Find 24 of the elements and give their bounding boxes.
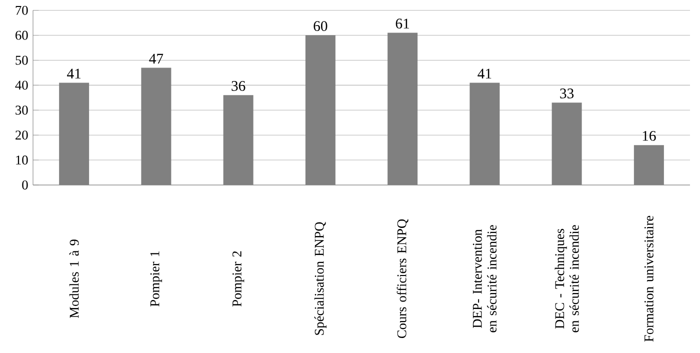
x-tick-label: Pompier 1 bbox=[150, 251, 162, 306]
y-tick-label: 30 bbox=[16, 106, 28, 115]
x-tick-label: DEC - Techniques en sécurité incendie bbox=[554, 225, 579, 332]
y-tick-label: 10 bbox=[16, 156, 28, 165]
data-label: 41 bbox=[67, 68, 81, 78]
x-tick-label: Spécialisation ENPQ bbox=[314, 222, 326, 335]
y-tick-label: 70 bbox=[16, 6, 28, 15]
data-label: 60 bbox=[314, 21, 328, 32]
y-tick-label: 20 bbox=[16, 130, 28, 140]
y-tick-label: 60 bbox=[16, 30, 28, 40]
y-tick-label: 0 bbox=[22, 180, 28, 190]
data-label: 16 bbox=[642, 130, 656, 141]
x-tick-label: Modules 1 à 9 bbox=[69, 240, 79, 318]
x-tick-label: DEP- Intervention en sécurité incendie bbox=[472, 225, 496, 332]
data-label: 41 bbox=[478, 68, 492, 78]
x-tick-label: Pompier 2 bbox=[232, 251, 244, 306]
y-tick-label: 50 bbox=[16, 56, 28, 65]
data-label: 36 bbox=[232, 81, 246, 91]
data-label: 33 bbox=[560, 88, 574, 98]
y-tick-label: 40 bbox=[15, 80, 28, 90]
x-tick-label: Cours officiers ENPQ bbox=[396, 219, 408, 338]
data-label: 47 bbox=[149, 54, 164, 64]
x-tick-label: Formation universitaire bbox=[644, 216, 654, 342]
data-label: 61 bbox=[396, 18, 410, 29]
